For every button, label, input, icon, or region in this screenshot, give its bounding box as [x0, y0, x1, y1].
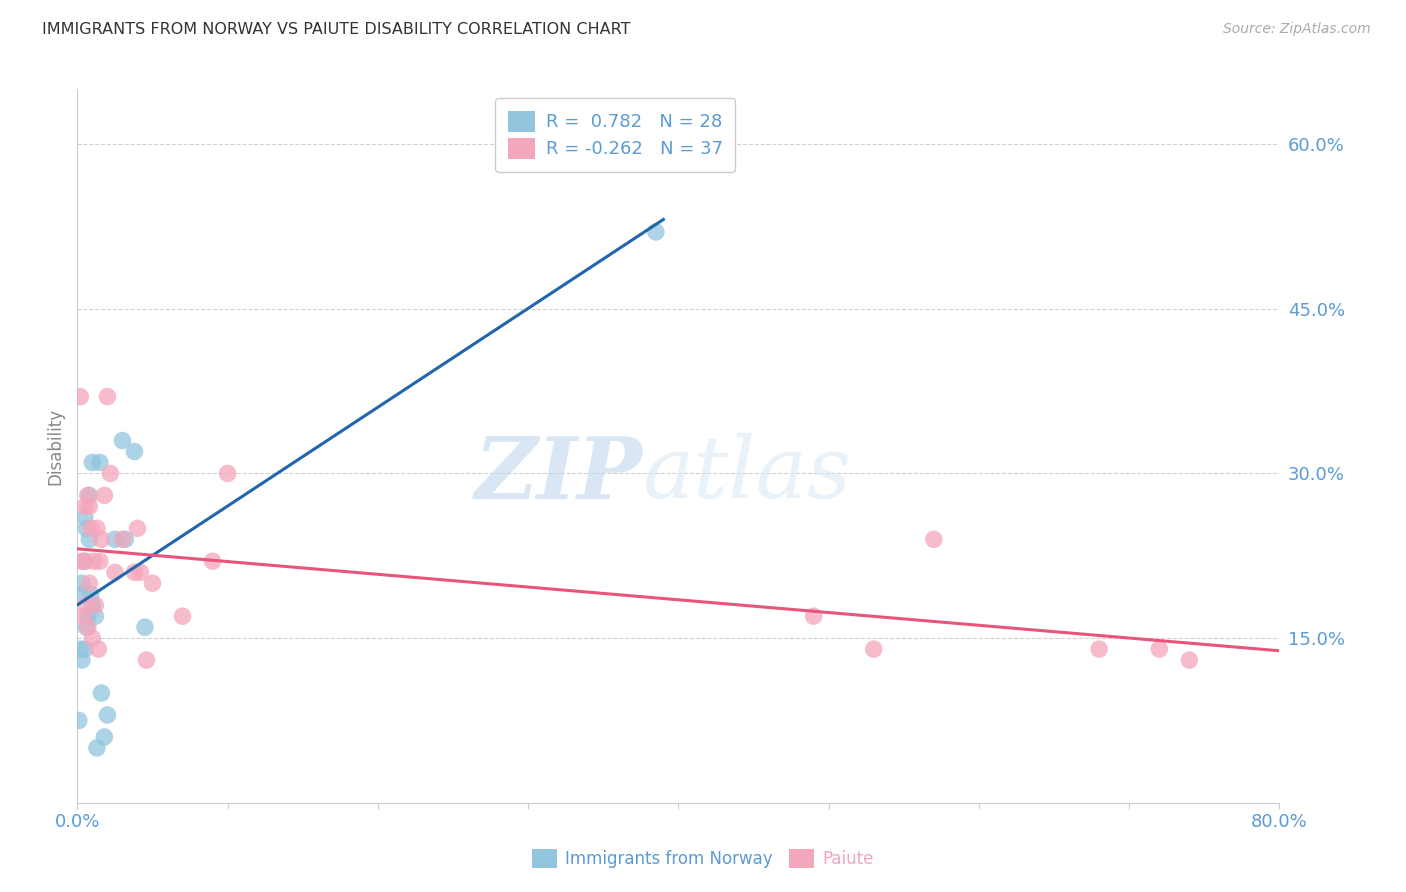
Point	[104, 533, 127, 547]
Point	[93, 488, 115, 502]
Point	[111, 434, 134, 448]
Point	[803, 609, 825, 624]
Point	[69, 642, 91, 657]
Point	[82, 598, 104, 612]
Point	[76, 620, 98, 634]
Point	[84, 598, 107, 612]
Point	[67, 714, 90, 728]
Text: atlas: atlas	[643, 434, 852, 516]
Point	[141, 576, 163, 591]
Point	[76, 609, 98, 624]
Point	[89, 455, 111, 469]
Point	[922, 533, 945, 547]
Legend: Immigrants from Norway, Paiute: Immigrants from Norway, Paiute	[526, 842, 880, 875]
Point	[644, 225, 666, 239]
Point	[124, 444, 146, 458]
Point	[73, 554, 96, 568]
Point	[96, 708, 118, 723]
Point	[1178, 653, 1201, 667]
Point	[84, 609, 107, 624]
Point	[70, 554, 93, 568]
Point	[79, 488, 101, 502]
Point	[80, 521, 103, 535]
Point	[82, 631, 104, 645]
Point	[93, 730, 115, 744]
Point	[79, 500, 101, 514]
Point	[72, 587, 94, 601]
Point	[111, 533, 134, 547]
Point	[1149, 642, 1171, 657]
Text: Source: ZipAtlas.com: Source: ZipAtlas.com	[1223, 22, 1371, 37]
Point	[73, 554, 96, 568]
Point	[76, 488, 98, 502]
Point	[201, 554, 224, 568]
Point	[217, 467, 239, 481]
Point	[90, 686, 112, 700]
Text: ZIP: ZIP	[474, 433, 643, 516]
Point	[70, 653, 93, 667]
Point	[127, 521, 149, 535]
Point	[100, 467, 122, 481]
Point	[135, 653, 157, 667]
Point	[82, 455, 104, 469]
Point	[73, 500, 96, 514]
Point	[75, 620, 97, 634]
Point	[87, 642, 110, 657]
Point	[104, 566, 127, 580]
Point	[172, 609, 194, 624]
Point	[129, 566, 152, 580]
Point	[75, 598, 97, 612]
Point	[80, 587, 103, 601]
Point	[75, 521, 97, 535]
Point	[73, 510, 96, 524]
Point	[90, 533, 112, 547]
Point	[83, 554, 105, 568]
Point	[73, 642, 96, 657]
Point	[72, 609, 94, 624]
Point	[69, 390, 91, 404]
Point	[114, 533, 136, 547]
Y-axis label: Disability: Disability	[46, 408, 65, 484]
Point	[1088, 642, 1111, 657]
Legend: R =  0.782   N = 28, R = -0.262   N = 37: R = 0.782 N = 28, R = -0.262 N = 37	[495, 98, 735, 171]
Point	[70, 576, 93, 591]
Point	[86, 740, 108, 755]
Point	[134, 620, 156, 634]
Point	[862, 642, 884, 657]
Point	[89, 554, 111, 568]
Text: IMMIGRANTS FROM NORWAY VS PAIUTE DISABILITY CORRELATION CHART: IMMIGRANTS FROM NORWAY VS PAIUTE DISABIL…	[42, 22, 631, 37]
Point	[96, 390, 118, 404]
Point	[79, 533, 101, 547]
Point	[124, 566, 146, 580]
Point	[79, 576, 101, 591]
Point	[86, 521, 108, 535]
